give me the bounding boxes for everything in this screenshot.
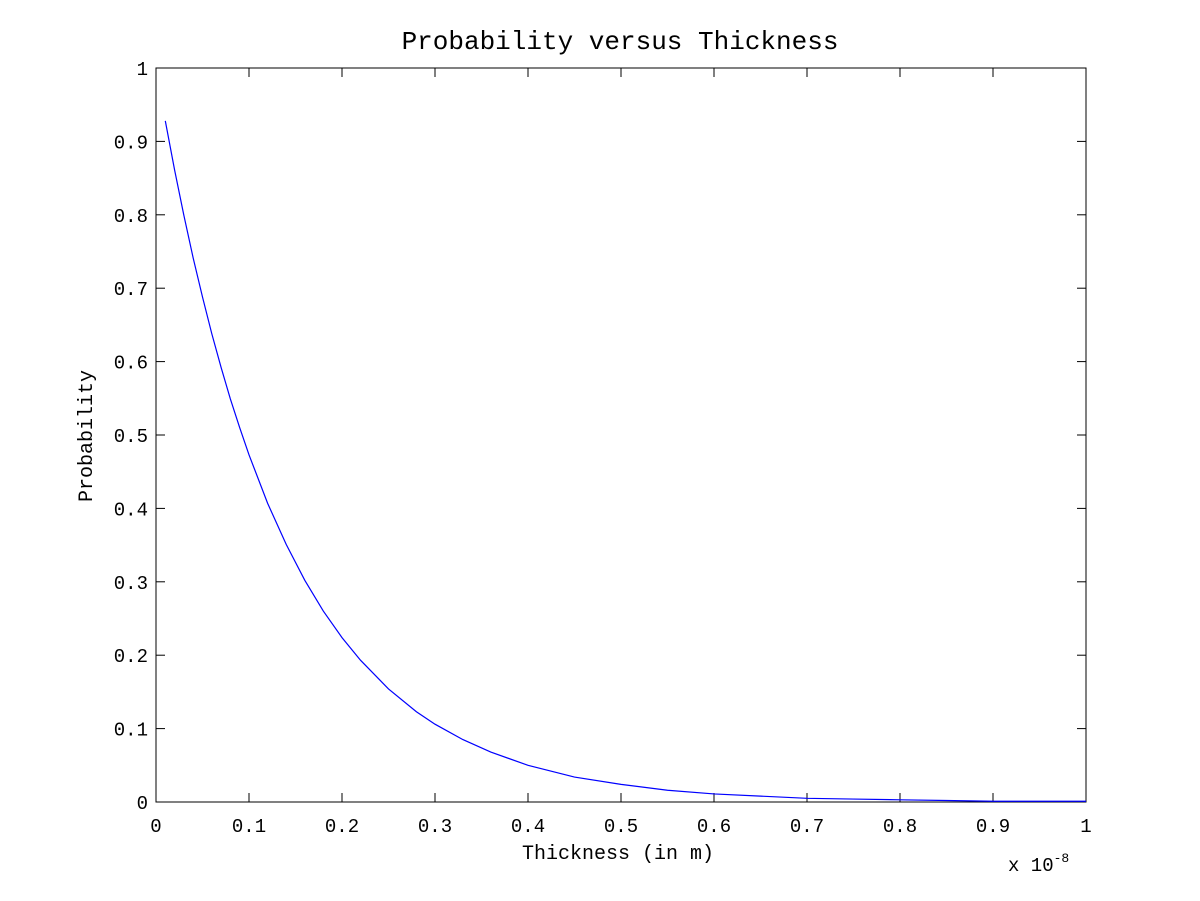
- x-tick-label: 0.5: [604, 816, 638, 838]
- chart-title: Probability versus Thickness: [402, 27, 839, 57]
- y-tick-label: 0.7: [114, 279, 148, 301]
- y-tick-label: 1: [137, 59, 148, 81]
- x-axis-multiplier: x 10-8: [1008, 851, 1069, 877]
- y-tick-label: 0.1: [114, 720, 148, 742]
- x-axis-multiplier-exponent: -8: [1054, 851, 1070, 866]
- plot-area: [155, 67, 1087, 803]
- x-tick-label: 0: [150, 816, 161, 838]
- x-tick-label: 0.6: [697, 816, 731, 838]
- y-tick-label: 0.9: [114, 132, 148, 154]
- y-tick-label: 0.8: [114, 206, 148, 228]
- y-tick-label: 0.6: [114, 353, 148, 375]
- x-axis-ticks: 0 0.1 0.2 0.3 0.4 0.5 0.6 0.7 0.8 0.9 1: [150, 68, 1092, 838]
- x-tick-label: 0.7: [790, 816, 824, 838]
- x-tick-label: 0.3: [418, 816, 452, 838]
- x-tick-label: 0.1: [232, 816, 266, 838]
- x-tick-label: 0.8: [883, 816, 917, 838]
- y-tick-label: 0.5: [114, 426, 148, 448]
- y-tick-label: 0.2: [114, 646, 148, 668]
- x-tick-label: 0.4: [511, 816, 545, 838]
- x-tick-label: 0.2: [325, 816, 359, 838]
- y-tick-label: 0: [137, 793, 148, 815]
- y-tick-label: 0.4: [114, 499, 148, 521]
- x-tick-label: 0.9: [976, 816, 1010, 838]
- series-layer: [164, 120, 1086, 802]
- series-line: [164, 120, 1086, 802]
- y-axis-title: Probability: [76, 370, 99, 502]
- x-axis-multiplier-base: x 10: [1008, 855, 1054, 877]
- x-tick-label: 1: [1080, 816, 1091, 838]
- x-axis-title: Thickness (in m): [522, 843, 714, 866]
- y-axis-ticks: 0 0.1 0.2 0.3 0.4 0.5 0.6 0.7 0.8 0.9 1: [114, 59, 1086, 815]
- y-tick-label: 0.3: [114, 573, 148, 595]
